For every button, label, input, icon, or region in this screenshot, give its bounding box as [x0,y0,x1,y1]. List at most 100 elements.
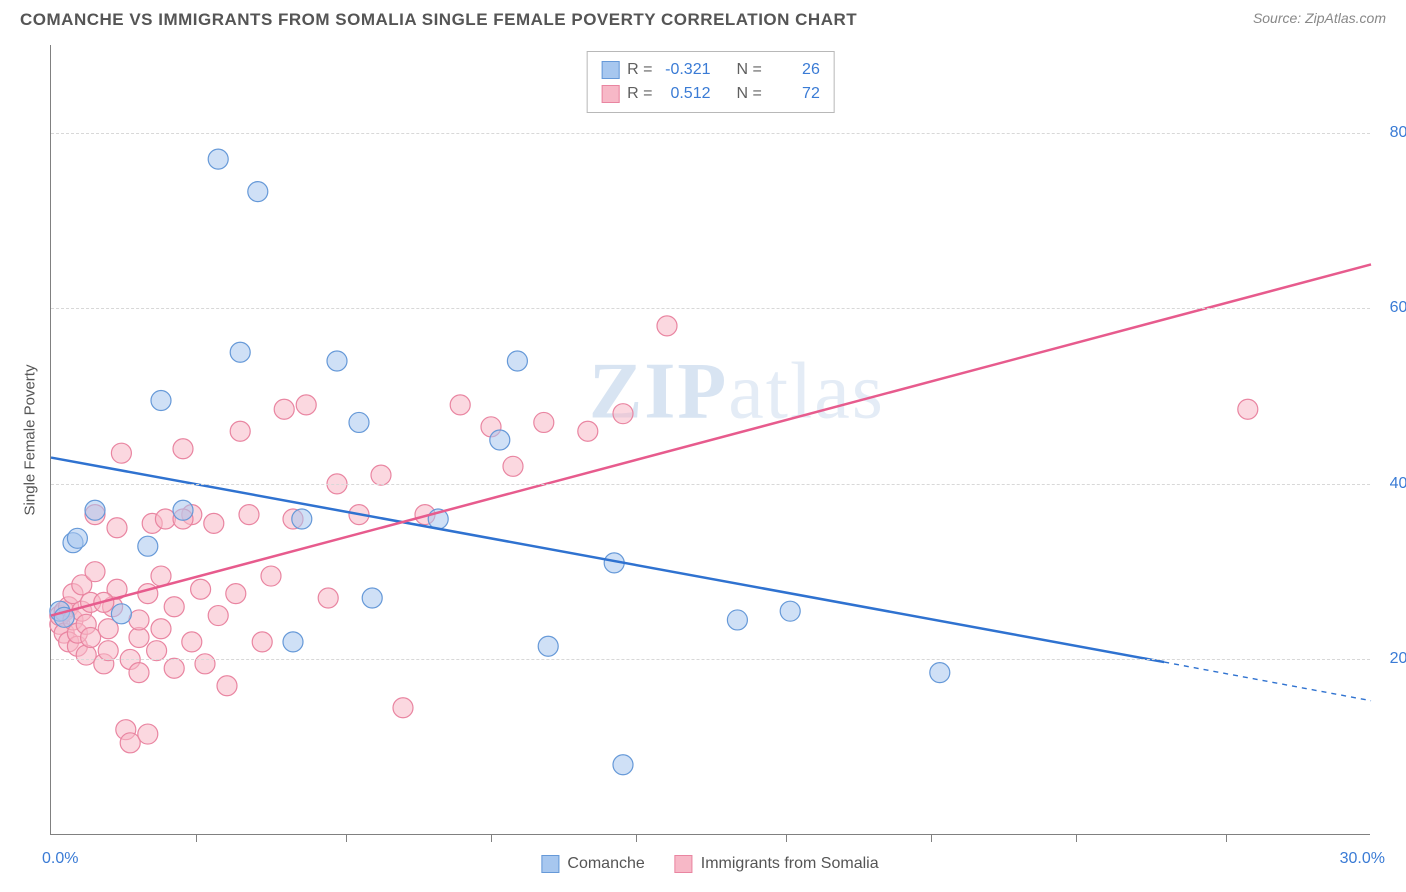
scatter-point [318,588,338,608]
scatter-point [371,465,391,485]
legend-item-comanche: Comanche [541,855,644,873]
scatter-point [129,663,149,683]
scatter-point [261,566,281,586]
scatter-point [1238,399,1258,419]
scatter-point [503,456,523,476]
scatter-point [362,588,382,608]
scatter-point [76,645,96,665]
legend-stats-row-comanche: R = -0.321 N = 26 [601,58,820,82]
y-axis-label: Single Female Poverty [22,365,39,516]
scatter-point [296,395,316,415]
legend-square-somalia [601,85,619,103]
x-tick-mark [196,834,197,842]
scatter-point [98,641,118,661]
scatter-point [204,513,224,533]
r-value-comanche: -0.321 [661,58,711,82]
scatter-point [67,528,87,548]
scatter-point [538,636,558,656]
x-tick-mark [1076,834,1077,842]
legend-item-somalia: Immigrants from Somalia [675,855,879,873]
scatter-point [230,342,250,362]
scatter-point [151,391,171,411]
legend-stats-box: R = -0.321 N = 26 R = 0.512 N = 72 [586,51,835,113]
scatter-point [613,755,633,775]
scatter-point [182,632,202,652]
scatter-point [164,658,184,678]
scatter-point [111,443,131,463]
scatter-point [780,601,800,621]
x-tick-mark [786,834,787,842]
scatter-point [283,632,303,652]
scatter-point [138,536,158,556]
scatter-point [173,439,193,459]
x-tick-min: 0.0% [42,850,78,868]
scatter-point [578,421,598,441]
scatter-point [657,316,677,336]
scatter-point [613,404,633,424]
scatter-point [208,149,228,169]
scatter-point [239,505,259,525]
scatter-point [930,663,950,683]
gridline-h [51,484,1370,485]
legend-square-icon [675,855,693,873]
scatter-point [393,698,413,718]
trend-line [51,264,1371,615]
y-tick-label: 60.0% [1390,299,1406,317]
scatter-point [450,395,470,415]
scatter-point [120,733,140,753]
x-tick-max: 30.0% [1340,850,1385,868]
legend-square-comanche [601,61,619,79]
y-tick-label: 20.0% [1390,650,1406,668]
scatter-point [81,628,101,648]
source-credit: Source: ZipAtlas.com [1253,10,1386,26]
scatter-point [507,351,527,371]
scatter-point [85,562,105,582]
scatter-point [129,610,149,630]
plot-area: ZIPatlas R = -0.321 N = 26 R = 0.512 N =… [50,45,1370,835]
scatter-point [155,509,175,529]
x-tick-mark [931,834,932,842]
scatter-point [151,619,171,639]
scatter-point [147,641,167,661]
scatter-point [173,500,193,520]
n-value-somalia: 72 [770,82,820,106]
chart-container: Single Female Poverty ZIPatlas R = -0.32… [50,45,1370,835]
legend-stats-row-somalia: R = 0.512 N = 72 [601,82,820,106]
scatter-point [208,606,228,626]
r-value-somalia: 0.512 [661,82,711,106]
trend-line-extrapolated [1164,662,1371,701]
scatter-point [252,632,272,652]
scatter-point [107,518,127,538]
scatter-point [490,430,510,450]
legend-square-icon [541,855,559,873]
legend-bottom: Comanche Immigrants from Somalia [541,855,878,873]
scatter-point [727,610,747,630]
y-tick-label: 80.0% [1390,124,1406,142]
scatter-point [111,604,131,624]
scatter-point [230,421,250,441]
trend-line [51,458,1164,663]
gridline-h [51,308,1370,309]
scatter-point [191,579,211,599]
x-tick-mark [346,834,347,842]
scatter-point [138,724,158,744]
scatter-point [274,399,294,419]
gridline-h [51,133,1370,134]
scatter-point [327,351,347,371]
scatter-point [349,412,369,432]
scatter-point [217,676,237,696]
x-tick-mark [636,834,637,842]
scatter-point [164,597,184,617]
y-tick-label: 40.0% [1390,475,1406,493]
scatter-point [248,182,268,202]
scatter-point [85,500,105,520]
chart-title: COMANCHE VS IMMIGRANTS FROM SOMALIA SING… [20,10,857,30]
x-tick-mark [491,834,492,842]
scatter-point [138,584,158,604]
scatter-point [226,584,246,604]
n-value-comanche: 26 [770,58,820,82]
scatter-point [534,412,554,432]
plot-svg [51,45,1371,835]
gridline-h [51,659,1370,660]
scatter-point [195,654,215,674]
